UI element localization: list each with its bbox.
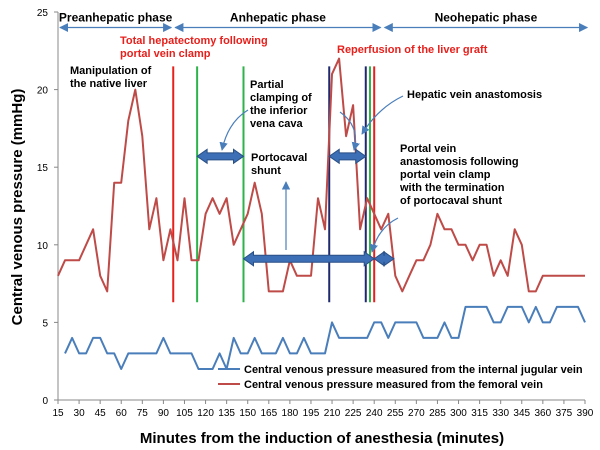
- x-tick-label: 300: [450, 408, 467, 419]
- x-tick-label: 375: [556, 408, 573, 419]
- y-tick-label: 20: [37, 86, 49, 97]
- span-arrow: [328, 148, 367, 165]
- span-arrow: [242, 250, 376, 267]
- callout-portal-vein: [369, 217, 399, 253]
- phase-label: Anhepatic phase: [230, 11, 326, 25]
- callout-hepatic-vein: [361, 95, 404, 135]
- series-line-2: [57, 57, 585, 293]
- annotation-reperfusion-line: Reperfusion of the liver graft: [337, 44, 488, 56]
- annotation-hepatic-vein-line: Hepatic vein anastomosis: [407, 89, 542, 101]
- x-tick-label: 15: [52, 408, 64, 419]
- annotation-portocaval-line: Portocaval: [251, 152, 307, 164]
- annotation-portocaval: Portocaval shunt: [251, 152, 307, 177]
- annotation-portal-vein-line: with the termination: [399, 182, 505, 194]
- annotation-manipulation-line: Manipulation of: [70, 65, 152, 77]
- x-tick-label: 255: [387, 408, 404, 419]
- x-tick-label: 345: [513, 408, 530, 419]
- plot-area: 0 5 10 15 20 25 15 30 45 60 75 90 105 120 135 150 165 180…: [37, 8, 594, 419]
- annotation-portal-vein-line: anastomosis following: [400, 156, 519, 168]
- callout-partial-clamping: [219, 109, 249, 151]
- annotation-portal-vein: Portal vein anastomosis following portal v…: [399, 143, 519, 207]
- x-tick-label: 360: [534, 408, 551, 419]
- span-arrow: [373, 250, 395, 267]
- annotation-portal-vein-line: Portal vein: [400, 143, 457, 155]
- x-tick-label: 180: [282, 408, 299, 419]
- annotation-hepatic-vein: Hepatic vein anastomosis: [407, 89, 542, 101]
- x-tick-label: 90: [158, 408, 170, 419]
- legend-label: Central venous pressure measured from th…: [244, 379, 543, 391]
- x-tick-label: 210: [324, 408, 341, 419]
- x-tick-label: 150: [239, 408, 256, 419]
- y-tick-label: 5: [42, 318, 48, 329]
- annotation-partial-clamping: Partial clamping of the inferior vena cava: [250, 79, 312, 130]
- x-tick-label: 135: [218, 408, 235, 419]
- annotation-portocaval-line: shunt: [251, 165, 281, 177]
- y-tick-label: 15: [37, 163, 49, 174]
- callout-partial-clamping-2: [339, 111, 360, 151]
- x-tick-label: 165: [260, 408, 277, 419]
- annotation-manipulation-line: the native liver: [70, 78, 148, 90]
- x-tick-label: 30: [74, 408, 86, 419]
- annotation-portal-vein-line: of portocaval shunt: [400, 195, 502, 207]
- y-tick-label: 25: [37, 8, 49, 19]
- legend: Central venous pressure measured from th…: [218, 364, 583, 391]
- y-axis-title: Central venous pressure (mmHg): [9, 89, 26, 326]
- y-tick-label: 10: [37, 241, 49, 252]
- annotation-total-hepatectomy: Total hepatectomy following portal vein c…: [120, 35, 268, 60]
- x-tick-label: 285: [429, 408, 446, 419]
- x-tick-label: 105: [176, 408, 193, 419]
- annotation-manipulation: Manipulation of the native liver: [70, 65, 152, 90]
- annotation-total-hepatectomy-line: portal vein clamp: [120, 48, 211, 60]
- annotations: Total hepatectomy following portal vein c…: [70, 35, 542, 253]
- x-tick-label: 195: [303, 408, 320, 419]
- legend-label: Central venous pressure measured from th…: [244, 364, 583, 376]
- x-tick-label: 270: [408, 408, 425, 419]
- span-arrow: [196, 148, 245, 165]
- x-tick-label: 60: [116, 408, 128, 419]
- x-tick-label: 45: [95, 408, 107, 419]
- x-tick-label: 330: [492, 408, 509, 419]
- series-line-1: [64, 305, 586, 370]
- annotation-partial-clamping-line: clamping of: [250, 92, 312, 104]
- phase-label: Neohepatic phase: [435, 11, 538, 25]
- x-tick-label: 240: [366, 408, 383, 419]
- annotation-partial-clamping-line: vena cava: [250, 118, 303, 130]
- x-tick-label: 120: [197, 408, 214, 419]
- annotation-total-hepatectomy-line: Total hepatectomy following: [120, 35, 268, 47]
- annotation-partial-clamping-line: Partial: [250, 79, 284, 91]
- x-axis-title: Minutes from the induction of anesthesia…: [140, 430, 504, 447]
- x-tick-label: 315: [471, 408, 488, 419]
- y-tick-label: 0: [42, 396, 48, 407]
- annotation-portal-vein-line: portal vein clamp: [400, 169, 491, 181]
- annotation-reperfusion: Reperfusion of the liver graft: [337, 44, 488, 56]
- annotation-partial-clamping-line: the inferior: [250, 105, 308, 117]
- x-tick-label: 225: [345, 408, 362, 419]
- x-tick-label: 390: [577, 408, 594, 419]
- phase-headers: Preanhepatic phase Anhepatic phase Neohepa…: [59, 11, 589, 33]
- phase-label: Preanhepatic phase: [59, 11, 173, 25]
- x-tick-label: 75: [137, 408, 149, 419]
